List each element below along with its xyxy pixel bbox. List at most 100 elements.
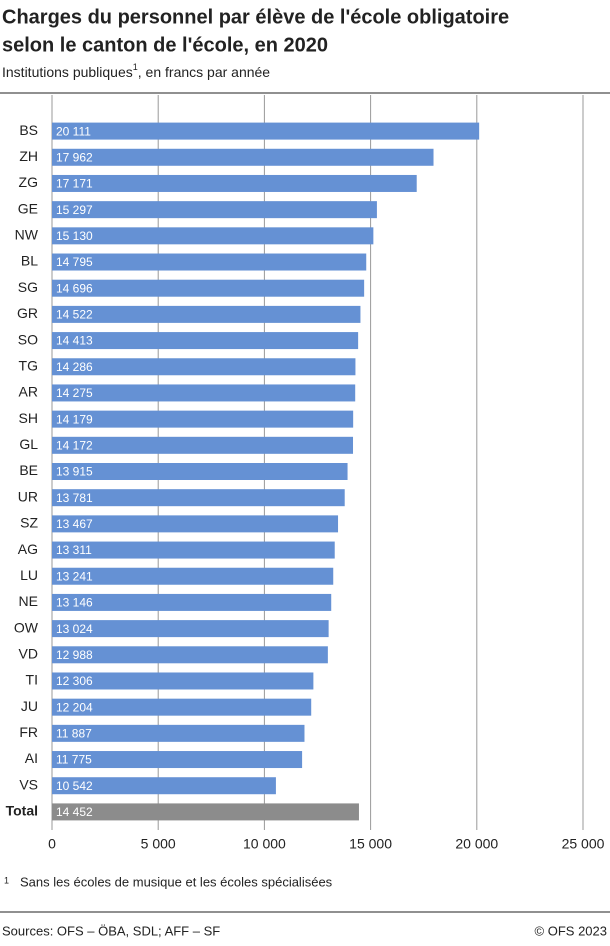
bar: [52, 646, 328, 664]
y-tick-label: ZG: [19, 174, 38, 190]
bar: [52, 593, 332, 611]
value-label: 17 962: [56, 150, 93, 164]
note-marker: 1: [133, 62, 138, 72]
value-label: 12 204: [56, 700, 93, 714]
footnote-marker: 1: [4, 875, 9, 885]
value-label: 10 542: [56, 779, 93, 793]
bar: [52, 410, 354, 428]
y-tick-label: BS: [19, 122, 38, 138]
value-label: 12 306: [56, 674, 93, 688]
bar: [52, 436, 354, 454]
value-label: 14 413: [56, 334, 93, 348]
y-tick-label: LU: [20, 567, 38, 583]
value-label: 11 775: [56, 753, 92, 767]
value-label: 13 781: [56, 491, 93, 505]
y-tick-label: SH: [19, 410, 38, 426]
bar: [52, 279, 365, 297]
value-label: 13 311: [56, 543, 92, 557]
y-tick-label: AI: [25, 750, 38, 766]
y-tick-label: JU: [21, 698, 38, 714]
y-tick-label: BE: [19, 462, 38, 478]
bar: [52, 489, 345, 507]
y-tick-label: BL: [21, 253, 38, 269]
bar: [52, 515, 339, 533]
chart-title: Charges du personnel par élève de l'écol…: [2, 6, 509, 28]
bar: [52, 358, 356, 376]
y-tick-label: GR: [17, 305, 38, 321]
y-tick-label: Total: [6, 803, 38, 819]
bar: [52, 567, 334, 585]
value-label: 13 241: [56, 569, 93, 583]
value-label: 13 024: [56, 622, 93, 636]
value-label: 14 286: [56, 360, 93, 374]
x-tick-label: 15 000: [349, 836, 392, 852]
y-tick-label: GL: [19, 436, 38, 452]
y-tick-label: SG: [18, 279, 38, 295]
value-label: 15 297: [56, 203, 93, 217]
value-label: 13 146: [56, 596, 93, 610]
value-label: 14 522: [56, 308, 93, 322]
value-label: 15 130: [56, 229, 93, 243]
y-tick-label: TG: [19, 357, 38, 373]
value-label: 14 172: [56, 438, 93, 452]
y-tick-label: GE: [18, 200, 38, 216]
x-tick-label: 10 000: [243, 836, 286, 852]
subtitle-rest: , en francs par année: [138, 64, 271, 80]
value-label: 17 171: [56, 177, 93, 191]
value-label: 14 795: [56, 255, 93, 269]
y-tick-label: SZ: [20, 515, 38, 531]
footnote: Sans les écoles de musique et les écoles…: [20, 874, 333, 889]
bar: [52, 122, 480, 140]
bar: [52, 751, 303, 769]
copyright: © OFS 2023: [535, 923, 607, 938]
bar: [52, 672, 314, 690]
value-label: 14 696: [56, 281, 93, 295]
bar: [52, 698, 312, 716]
source: Sources: OFS – ÖBA, SDL; AFF – SF: [2, 923, 220, 938]
y-tick-label: SO: [18, 331, 38, 347]
bar: [52, 332, 359, 350]
bar: [52, 253, 367, 271]
y-tick-label: ZH: [19, 148, 38, 164]
bar: [52, 541, 335, 559]
bar: [52, 148, 434, 166]
value-label: 20 111: [56, 124, 91, 138]
bar: [52, 227, 374, 245]
y-tick-label: OW: [14, 619, 39, 635]
value-label: 14 275: [56, 386, 93, 400]
x-tick-label: 0: [48, 836, 56, 852]
subtitle-text: Institutions publiques: [2, 64, 133, 80]
chart-title: selon le canton de l'école, en 2020: [2, 34, 328, 56]
value-label: 11 887: [56, 727, 92, 741]
bar: [52, 305, 361, 323]
bar: [52, 724, 305, 742]
bar: [52, 384, 356, 402]
y-tick-label: NE: [19, 593, 38, 609]
y-tick-label: AR: [19, 384, 38, 400]
chart-subtitle: Institutions publiques1, en francs par a…: [2, 62, 270, 79]
bar: [52, 803, 359, 821]
value-label: 13 467: [56, 517, 93, 531]
bar: [52, 463, 348, 480]
x-tick-label: 25 000: [562, 836, 605, 852]
y-tick-label: FR: [19, 724, 38, 740]
y-tick-label: VS: [19, 776, 38, 792]
y-tick-label: TI: [26, 672, 38, 688]
bar: [52, 174, 417, 192]
y-tick-label: VD: [19, 645, 38, 661]
x-tick-label: 5 000: [141, 836, 176, 852]
bar: [52, 620, 329, 638]
value-label: 14 179: [56, 412, 93, 426]
value-label: 14 452: [56, 805, 93, 819]
y-tick-label: AG: [18, 541, 38, 557]
y-tick-label: UR: [18, 488, 38, 504]
bar: [52, 777, 276, 795]
value-label: 12 988: [56, 648, 93, 662]
value-label: 13 915: [56, 465, 93, 479]
bar: [52, 201, 377, 219]
y-tick-label: NW: [15, 227, 39, 243]
x-tick-label: 20 000: [455, 836, 498, 852]
plot: 0 5 000 10 000 15 000 20 000 25 000 BS 20 111 ZH…: [6, 95, 605, 852]
